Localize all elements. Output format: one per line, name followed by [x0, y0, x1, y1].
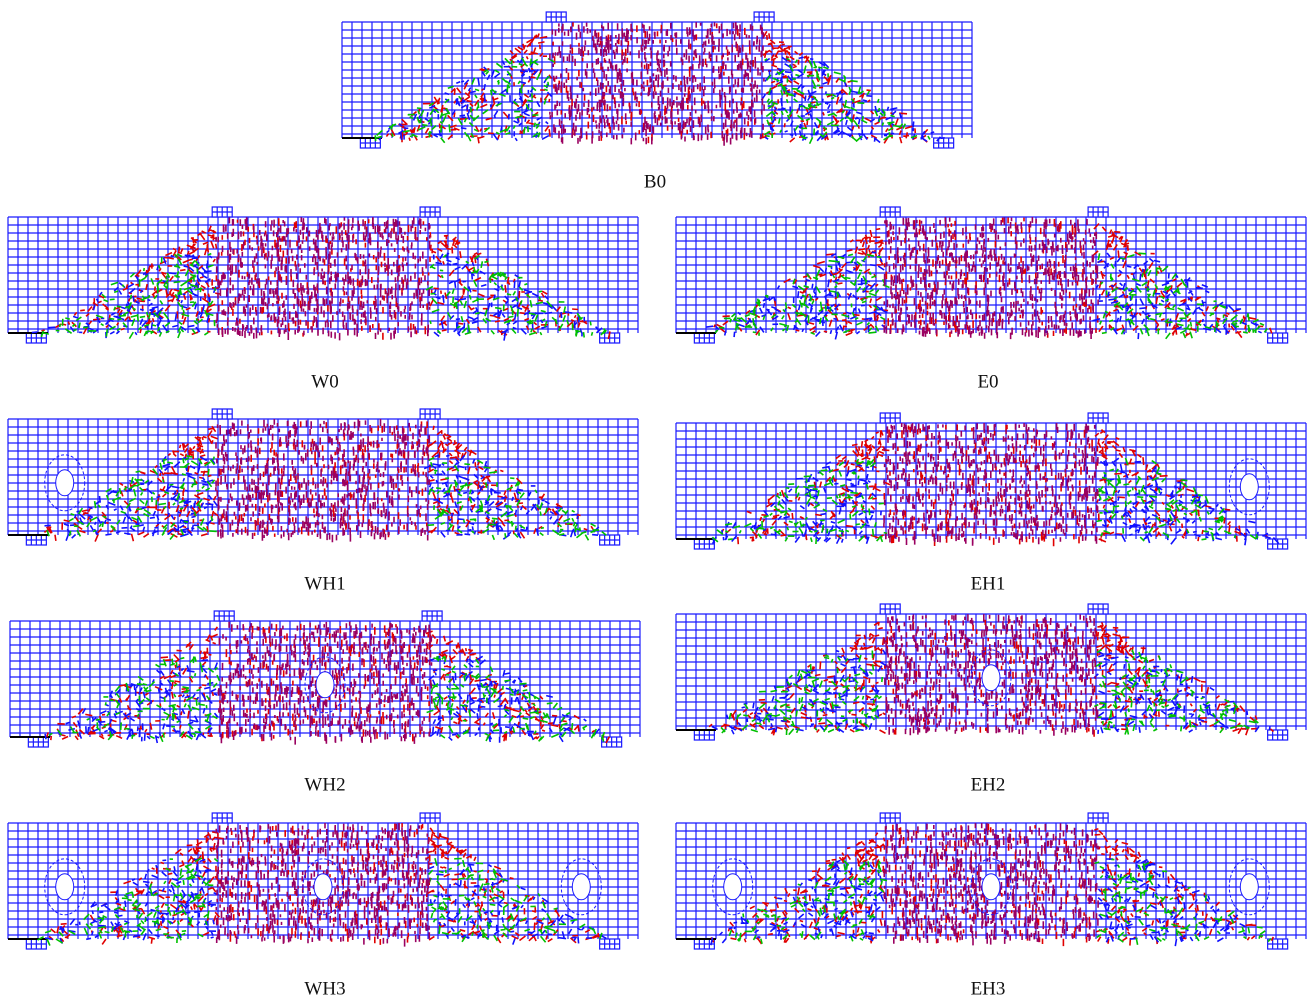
support	[1268, 730, 1288, 740]
loading-plate	[1088, 207, 1108, 217]
web-opening	[56, 874, 74, 900]
support	[1268, 539, 1288, 549]
support	[26, 939, 46, 949]
loading-plate	[880, 207, 900, 217]
beam-panel: WH1	[8, 409, 638, 594]
support	[934, 138, 954, 148]
web-opening	[1240, 874, 1258, 900]
support	[1268, 333, 1288, 343]
mesh	[8, 217, 638, 333]
panel-label: B0	[644, 171, 666, 192]
beam-panel: E0	[676, 207, 1306, 392]
web-opening	[314, 874, 332, 900]
loading-plate	[754, 12, 774, 22]
panel-label: WH2	[304, 774, 345, 795]
beam-panel: W0	[8, 207, 638, 392]
support	[26, 333, 46, 343]
loading-plate	[212, 207, 232, 217]
figure: B0 W0 E0 WH1 EH1 WH2 EH2 WH3 EH3	[0, 0, 1311, 1001]
panel-label: W0	[311, 371, 338, 392]
page: B0W0E0WH1EH1WH2EH2WH3EH3 (() => { const …	[0, 0, 1311, 1001]
loading-plate	[1088, 413, 1108, 423]
loading-plate	[546, 12, 566, 22]
loading-plate	[880, 813, 900, 823]
support	[1268, 939, 1288, 949]
loading-plate	[420, 813, 440, 823]
loading-plate	[880, 604, 900, 614]
panel-label: E0	[977, 371, 998, 392]
mesh	[676, 423, 1306, 539]
crack-pattern	[41, 254, 606, 339]
loading-plate	[420, 207, 440, 217]
loading-plate	[212, 409, 232, 419]
panel-label: WH3	[304, 978, 345, 999]
web-opening	[316, 672, 334, 698]
panel-label: WH1	[304, 573, 345, 594]
support	[26, 535, 46, 545]
web-opening	[56, 470, 74, 496]
support	[694, 539, 714, 549]
loading-plate	[422, 611, 442, 621]
support	[602, 737, 622, 747]
web-opening	[572, 874, 590, 900]
panel-label: EH1	[971, 573, 1006, 594]
loading-plate	[214, 611, 234, 621]
panel-label: EH2	[971, 774, 1006, 795]
web-opening	[982, 874, 1000, 900]
loading-plate	[1088, 604, 1108, 614]
web-opening	[982, 665, 1000, 691]
support	[360, 138, 380, 148]
loading-plate	[212, 813, 232, 823]
loading-plate	[1088, 813, 1108, 823]
web-opening	[724, 874, 742, 900]
support	[600, 939, 620, 949]
support	[694, 730, 714, 740]
beam-panel: EH2	[676, 604, 1306, 795]
beam-panel: WH2	[10, 611, 640, 795]
loading-plate	[420, 409, 440, 419]
beam-panel: EH3	[676, 813, 1306, 999]
support	[600, 535, 620, 545]
beam-panel: B0	[342, 12, 972, 192]
panel-label: EH3	[971, 978, 1006, 999]
beam-panel: EH1	[676, 413, 1306, 594]
beam-panel: WH3	[8, 813, 638, 999]
web-opening	[1240, 474, 1258, 500]
support	[694, 333, 714, 343]
loading-plate	[880, 413, 900, 423]
